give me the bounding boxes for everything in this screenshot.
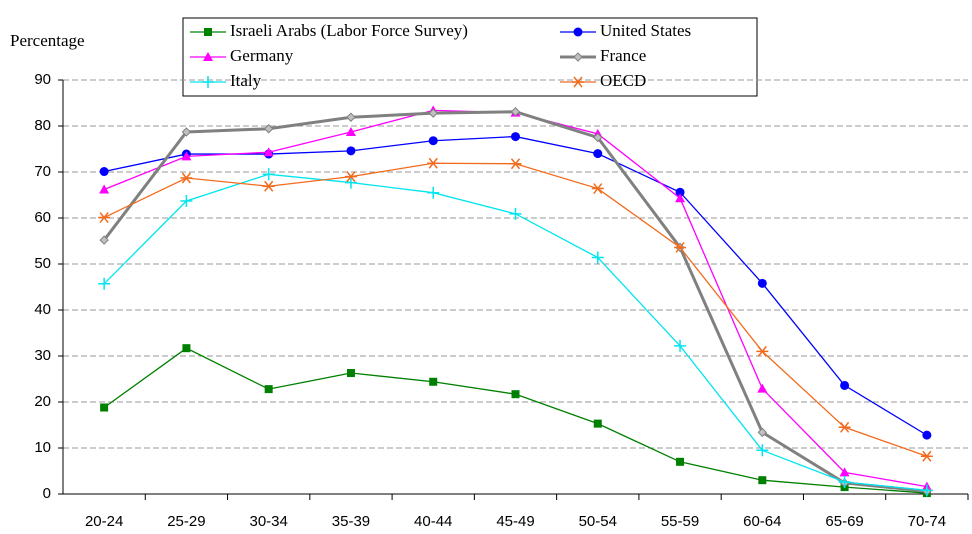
- marker: [593, 132, 603, 143]
- marker: [840, 380, 850, 390]
- y-tick-label: 50: [34, 255, 51, 272]
- marker: [98, 277, 111, 290]
- marker: [180, 194, 193, 207]
- marker: [263, 147, 274, 157]
- marker: [427, 157, 440, 169]
- marker: [100, 403, 109, 412]
- marker: [674, 339, 687, 352]
- x-tick-label: 55-59: [661, 513, 699, 530]
- marker: [573, 52, 583, 62]
- legend-label: United States: [600, 21, 691, 40]
- marker: [572, 76, 584, 88]
- marker: [182, 344, 191, 353]
- marker: [675, 187, 685, 197]
- marker: [757, 383, 768, 393]
- y-axis-label: Percentage: [10, 31, 85, 50]
- marker: [264, 385, 273, 394]
- y-tick-label: 40: [34, 301, 51, 318]
- marker: [344, 176, 357, 189]
- marker: [509, 207, 522, 220]
- marker: [510, 107, 521, 117]
- marker: [591, 251, 604, 264]
- x-tick-label: 70-74: [908, 513, 946, 530]
- marker: [593, 419, 602, 428]
- marker: [511, 132, 520, 142]
- marker: [262, 180, 275, 192]
- marker: [428, 108, 438, 118]
- marker: [99, 184, 110, 194]
- series-line: [103, 347, 927, 494]
- marker: [344, 171, 357, 183]
- marker: [511, 390, 520, 399]
- series-line: [102, 110, 928, 493]
- marker: [593, 149, 603, 159]
- x-tick-label: 25-29: [167, 513, 205, 530]
- x-tick-label: 65-69: [825, 513, 863, 530]
- marker: [429, 377, 438, 386]
- marker: [838, 476, 851, 489]
- marker: [757, 427, 768, 438]
- legend-label: Israeli Arabs (Labor Force Survey): [230, 21, 468, 40]
- legend-label: Germany: [230, 46, 294, 65]
- x-tick-label: 60-64: [743, 513, 781, 530]
- marker: [202, 76, 214, 88]
- y-tick-label: 80: [34, 117, 51, 134]
- marker: [920, 484, 933, 497]
- marker: [262, 168, 275, 181]
- marker: [675, 193, 686, 203]
- marker: [838, 421, 851, 433]
- y-tick-label: 10: [34, 439, 51, 456]
- legend-box: [182, 17, 758, 97]
- y-tick-label: 30: [34, 347, 51, 364]
- y-tick-label: 60: [34, 209, 51, 226]
- marker: [676, 457, 685, 466]
- series-line: [103, 109, 927, 488]
- x-tick-label: 35-39: [332, 513, 370, 530]
- marker: [839, 467, 850, 477]
- y-tick-label: 90: [34, 71, 51, 88]
- series-line: [103, 173, 927, 491]
- x-tick-label: 20-24: [85, 513, 123, 530]
- marker: [181, 151, 192, 161]
- marker: [920, 450, 933, 462]
- marker: [428, 136, 438, 146]
- x-tick-label: 50-54: [579, 513, 617, 530]
- marker: [591, 183, 604, 195]
- marker: [756, 444, 769, 457]
- y-tick-label: 20: [34, 393, 51, 410]
- legend-label: France: [600, 46, 646, 65]
- marker: [757, 278, 767, 288]
- marker: [427, 186, 440, 199]
- y-tick-label: 0: [43, 485, 51, 502]
- marker: [346, 112, 356, 122]
- marker: [345, 126, 356, 136]
- x-tick-label: 40-44: [414, 513, 452, 530]
- legend-label: OECD: [600, 71, 646, 90]
- marker: [346, 369, 355, 378]
- legend-label: Italy: [230, 71, 262, 90]
- marker: [181, 127, 192, 137]
- marker: [203, 52, 213, 61]
- marker: [263, 124, 274, 134]
- marker: [758, 476, 767, 485]
- marker: [573, 27, 583, 37]
- x-tick-label: 30-34: [249, 513, 287, 530]
- marker: [204, 28, 212, 36]
- marker: [674, 241, 687, 253]
- marker: [99, 167, 109, 177]
- marker: [509, 158, 522, 170]
- y-tick-label: 70: [34, 163, 51, 180]
- x-tick-label: 45-49: [496, 513, 534, 530]
- marker: [922, 430, 932, 440]
- marker: [756, 345, 769, 357]
- marker: [346, 146, 356, 156]
- marker: [98, 212, 111, 224]
- marker: [99, 235, 109, 245]
- marker: [180, 172, 193, 184]
